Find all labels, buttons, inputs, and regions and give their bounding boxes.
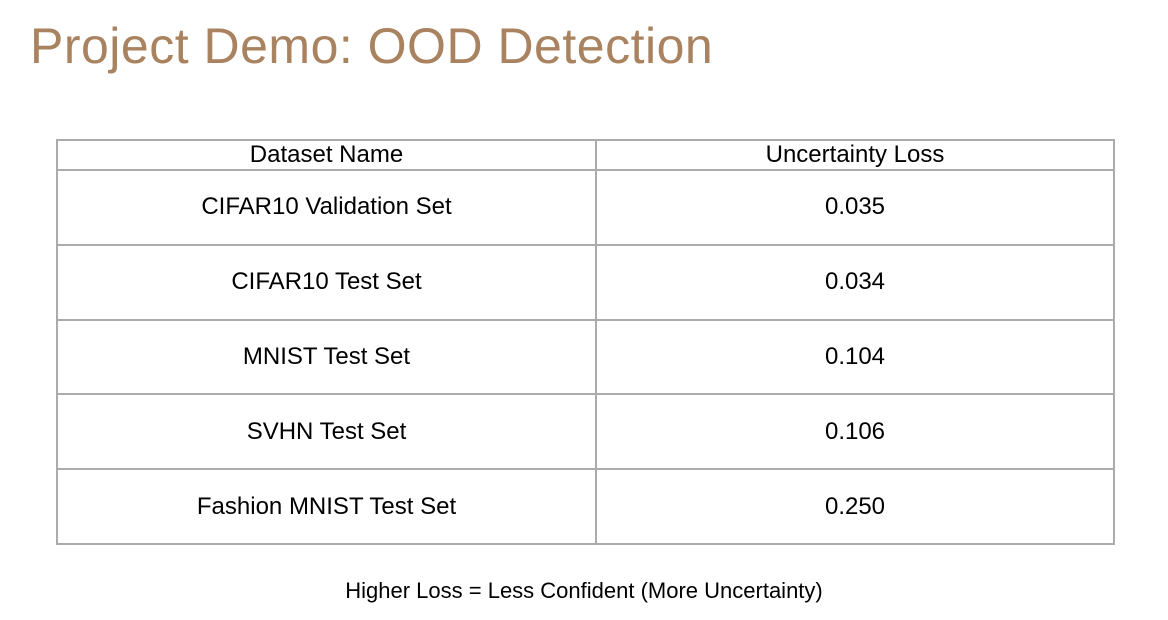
table-row: CIFAR10 Test Set 0.034 xyxy=(56,243,1115,321)
table-row: CIFAR10 Validation Set 0.035 xyxy=(56,169,1115,246)
column-header-dataset-name: Dataset Name xyxy=(56,139,597,171)
uncertainty-loss-cell: 0.034 xyxy=(595,243,1115,321)
table-row: SVHN Test Set 0.106 xyxy=(56,393,1115,471)
dataset-name-cell: MNIST Test Set xyxy=(56,318,597,396)
page-title: Project Demo: OOD Detection xyxy=(30,18,714,74)
column-header-uncertainty-loss: Uncertainty Loss xyxy=(595,139,1115,171)
caption: Higher Loss = Less Confident (More Uncer… xyxy=(345,578,823,603)
dataset-name-cell: Fashion MNIST Test Set xyxy=(56,468,597,545)
uncertainty-loss-cell: 0.035 xyxy=(595,169,1115,246)
dataset-name-cell: CIFAR10 Validation Set xyxy=(56,169,597,246)
table-header-row: Dataset Name Uncertainty Loss xyxy=(56,139,1115,171)
dataset-name-cell: CIFAR10 Test Set xyxy=(56,243,597,321)
results-table: Dataset Name Uncertainty Loss CIFAR10 Va… xyxy=(56,139,1115,545)
uncertainty-loss-cell: 0.250 xyxy=(595,468,1115,545)
uncertainty-loss-cell: 0.106 xyxy=(595,393,1115,471)
table-row: MNIST Test Set 0.104 xyxy=(56,318,1115,396)
dataset-name-cell: SVHN Test Set xyxy=(56,393,597,471)
uncertainty-loss-cell: 0.104 xyxy=(595,318,1115,396)
table-row: Fashion MNIST Test Set 0.250 xyxy=(56,468,1115,545)
